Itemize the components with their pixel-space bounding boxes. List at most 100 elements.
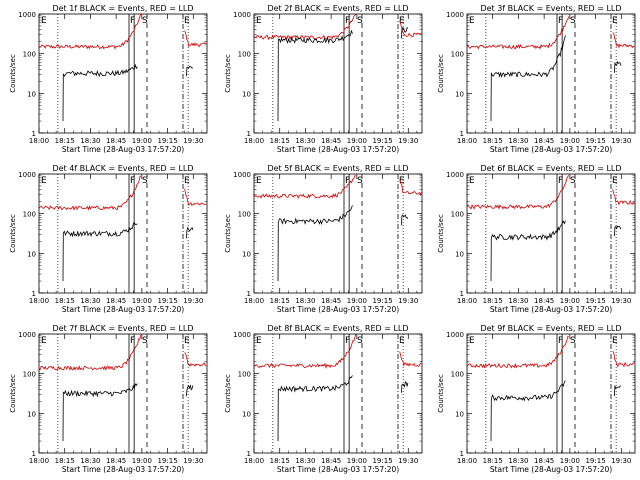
y-axis-label: Counts/sec bbox=[437, 214, 445, 253]
panel-title: Det 8f BLACK = Events, RED = LLD bbox=[267, 324, 408, 333]
x-tick-label: 19:00 bbox=[560, 137, 580, 145]
x-tick-label: 18:15 bbox=[55, 297, 75, 305]
y-tick-label: 1 bbox=[32, 450, 36, 458]
x-tick-label: 18:15 bbox=[483, 457, 503, 465]
x-tick-label: 18:00 bbox=[457, 297, 477, 305]
segment-letter: F bbox=[130, 16, 135, 26]
segment-letter: F bbox=[558, 176, 563, 186]
x-tick-label: 19:15 bbox=[157, 297, 177, 305]
x-axis-label: Start Time (28-Aug-03 17:57:20) bbox=[277, 305, 399, 314]
x-tick-label: 18:45 bbox=[106, 457, 126, 465]
segment-letter: S bbox=[142, 176, 148, 186]
segment-letter: S bbox=[570, 16, 576, 26]
y-tick-label: 100 bbox=[238, 371, 251, 379]
panel-det-3: Det 3f BLACK = Events, RED = LLD 1 10 100 10… bbox=[437, 4, 636, 154]
x-tick-label: 19:30 bbox=[398, 457, 418, 465]
events-series-line-after bbox=[614, 60, 622, 73]
x-tick-label: 18:30 bbox=[295, 137, 315, 145]
y-axis-label: Counts/sec bbox=[437, 54, 445, 93]
segment-letter: E bbox=[612, 336, 618, 346]
panel-title: Det 5f BLACK = Events, RED = LLD bbox=[267, 164, 408, 173]
y-tick-label: 100 bbox=[238, 211, 251, 219]
x-tick-label: 19:00 bbox=[132, 297, 152, 305]
events-series-line-after bbox=[614, 225, 622, 237]
x-tick-label: 18:15 bbox=[483, 137, 503, 145]
x-tick-label: 18:00 bbox=[244, 297, 264, 305]
panel-title: Det 7f BLACK = Events, RED = LLD bbox=[52, 324, 193, 333]
y-tick-label: 100 bbox=[451, 211, 464, 219]
x-tick-label: 19:15 bbox=[157, 457, 177, 465]
y-tick-label: 10 bbox=[455, 410, 464, 418]
panel-det-2: Det 2f BLACK = Events, RED = LLD 1 10 100 10… bbox=[224, 4, 423, 154]
lld-series-line-after bbox=[612, 350, 635, 368]
segment-letter: E bbox=[41, 336, 47, 346]
x-tick-label: 18:00 bbox=[457, 137, 477, 145]
plot-frame bbox=[253, 13, 423, 134]
y-tick-label: 1000 bbox=[18, 171, 36, 179]
y-tick-label: 1000 bbox=[446, 171, 464, 179]
segment-letter: S bbox=[142, 336, 148, 346]
x-tick-label: 19:00 bbox=[347, 457, 367, 465]
y-axis-label: Counts/sec bbox=[9, 54, 17, 93]
x-tick-label: 19:15 bbox=[585, 457, 605, 465]
x-tick-label: 18:15 bbox=[270, 297, 290, 305]
y-tick-label: 1000 bbox=[233, 11, 251, 19]
y-tick-label: 10 bbox=[455, 250, 464, 258]
y-tick-label: 1 bbox=[460, 450, 464, 458]
x-tick-label: 18:00 bbox=[29, 457, 49, 465]
x-tick-label: 18:30 bbox=[80, 137, 100, 145]
y-tick-label: 10 bbox=[27, 250, 36, 258]
y-tick-label: 10 bbox=[242, 90, 251, 98]
y-tick-label: 10 bbox=[27, 410, 36, 418]
x-tick-label: 18:45 bbox=[534, 137, 554, 145]
x-tick-label: 19:00 bbox=[560, 457, 580, 465]
lld-series-line bbox=[466, 175, 570, 210]
events-series-line bbox=[62, 63, 138, 122]
panel-det-8: Det 8f BLACK = Events, RED = LLD 1 10 100 10… bbox=[224, 324, 423, 474]
x-tick-label: 19:30 bbox=[611, 297, 631, 305]
x-tick-label: 18:30 bbox=[508, 297, 528, 305]
x-tick-label: 18:30 bbox=[295, 457, 315, 465]
x-tick-label: 19:15 bbox=[372, 137, 392, 145]
segment-letter: E bbox=[399, 336, 405, 346]
segment-letter: E bbox=[469, 176, 475, 186]
lld-series-line-after bbox=[399, 179, 422, 196]
x-tick-label: 18:00 bbox=[457, 457, 477, 465]
panel-title: Det 9f BLACK = Events, RED = LLD bbox=[480, 324, 621, 333]
y-axis-label: Counts/sec bbox=[9, 214, 17, 253]
segment-letter: E bbox=[256, 336, 262, 346]
y-tick-label: 1 bbox=[247, 450, 251, 458]
lld-series-line-after bbox=[399, 351, 422, 367]
segment-letter: E bbox=[41, 176, 47, 186]
plot-frame bbox=[38, 173, 208, 294]
y-tick-label: 1000 bbox=[233, 331, 251, 339]
segment-letter: E bbox=[184, 16, 190, 26]
y-tick-label: 10 bbox=[242, 410, 251, 418]
events-series-line bbox=[62, 383, 138, 442]
y-tick-label: 1 bbox=[247, 290, 251, 298]
segment-letter: F bbox=[345, 176, 350, 186]
segment-letter: E bbox=[612, 16, 618, 26]
events-series-line-after bbox=[186, 384, 194, 397]
x-tick-label: 18:00 bbox=[29, 297, 49, 305]
x-tick-label: 18:45 bbox=[321, 137, 341, 145]
segment-letter: S bbox=[357, 176, 363, 186]
events-series-line-after bbox=[614, 385, 622, 397]
segment-letter: E bbox=[469, 336, 475, 346]
events-series-line-after bbox=[186, 65, 194, 77]
x-tick-label: 18:00 bbox=[244, 457, 264, 465]
events-series-line-after bbox=[401, 26, 409, 39]
lld-series-line-after bbox=[612, 32, 635, 49]
y-tick-label: 1000 bbox=[18, 11, 36, 19]
x-tick-label: 18:00 bbox=[29, 137, 49, 145]
lld-series-line bbox=[38, 13, 142, 50]
x-tick-label: 19:15 bbox=[372, 457, 392, 465]
events-series-line bbox=[62, 221, 138, 282]
lld-series-line bbox=[466, 16, 570, 50]
events-series-line bbox=[490, 35, 566, 122]
x-tick-label: 19:30 bbox=[611, 137, 631, 145]
y-tick-label: 10 bbox=[455, 90, 464, 98]
panel-det-5: Det 5f BLACK = Events, RED = LLD 1 10 100 10… bbox=[224, 164, 423, 314]
segment-letter: S bbox=[357, 16, 363, 26]
x-tick-label: 18:45 bbox=[321, 297, 341, 305]
